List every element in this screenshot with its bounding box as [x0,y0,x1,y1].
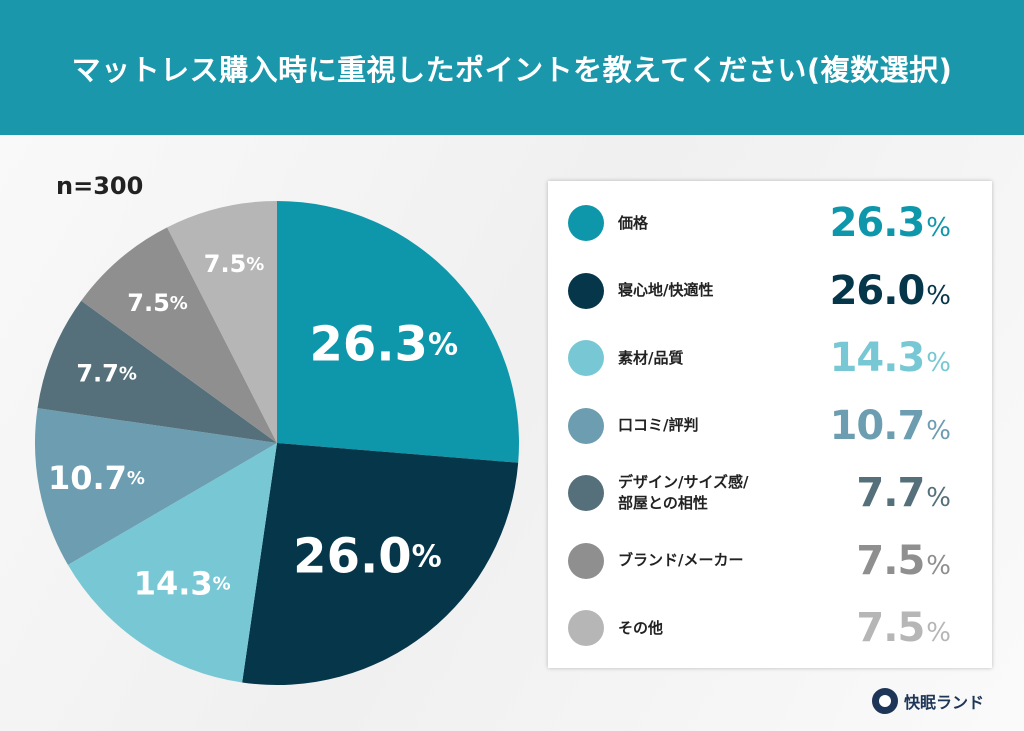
legend-item: デザイン/サイズ感/部屋との相性 7.7% [548,463,992,523]
legend-label: 価格 [618,213,649,232]
legend-item: ブランド/メーカー 7.5% [548,531,992,591]
data-label: 14.3% [134,564,231,602]
legend-label: ブランド/メーカー [618,551,744,569]
data-label: 7.5% [204,250,265,278]
sample-size: n=300 [56,172,144,200]
legend-swatch [568,475,604,511]
legend-swatch [568,340,604,376]
legend-label: 寝心地/快適性 [618,281,714,299]
legend-item: 寝心地/快適性 26.0% [548,261,992,321]
legend-label: 口コミ/評判 [618,416,699,434]
pie-slice [37,300,277,443]
legend-item: 素材/品質 14.3% [548,328,992,388]
legend-swatch [568,205,604,241]
header-banner: マットレス購入時に重視したポイントを教えてください(複数選択) [0,0,1024,135]
data-label: 26.3% [310,317,459,373]
legend-item: 価格 26.3% [548,193,992,253]
pie-slice [167,201,277,443]
chart-title: マットレス購入時に重視したポイントを教えてください(複数選択) [71,52,953,87]
legend-value: 14.3% [829,335,951,381]
legend-label: その他 [618,618,664,637]
pie-slice [277,201,519,463]
legend-swatch [568,407,604,444]
legend: 価格 26.3% 寝心地/快適性 26.0% 素材/品質 14.3% 口コミ/評判 10.7%… [548,181,992,668]
pie-slice [34,408,277,565]
data-label: 10.7% [48,459,145,497]
legend-value: 7.5% [856,537,951,584]
legend-item: その他 7.5% [548,598,992,658]
data-label: 7.7% [76,360,137,388]
legend-value: 10.7% [829,402,951,449]
brand-name: 快眠ランド [904,693,985,712]
legend-label: 素材/品質 [618,348,684,367]
logo-icon [872,688,898,714]
pie-chart: 26.3% 26.0% 14.3% 10.7% 7.7% 7.5% 7.5% [34,201,519,685]
legend-swatch [568,610,604,646]
legend-value: 7.5% [856,605,951,651]
brand-logo: 快眠ランド [872,688,984,714]
pie-slice [81,227,277,443]
legend-value: 7.7% [856,470,951,516]
data-label: 7.5% [127,289,188,317]
legend-item: 口コミ/評判 10.7% [548,396,992,456]
legend-label: デザイン/サイズ感/部屋との相性 [618,473,749,512]
pie-slice [242,443,519,685]
pie-slice [67,443,277,683]
legend-value: 26.0% [829,267,951,314]
legend-swatch [568,272,604,309]
legend-value: 26.3% [829,200,951,246]
legend-swatch [568,542,604,579]
data-label: 26.0% [293,529,442,585]
